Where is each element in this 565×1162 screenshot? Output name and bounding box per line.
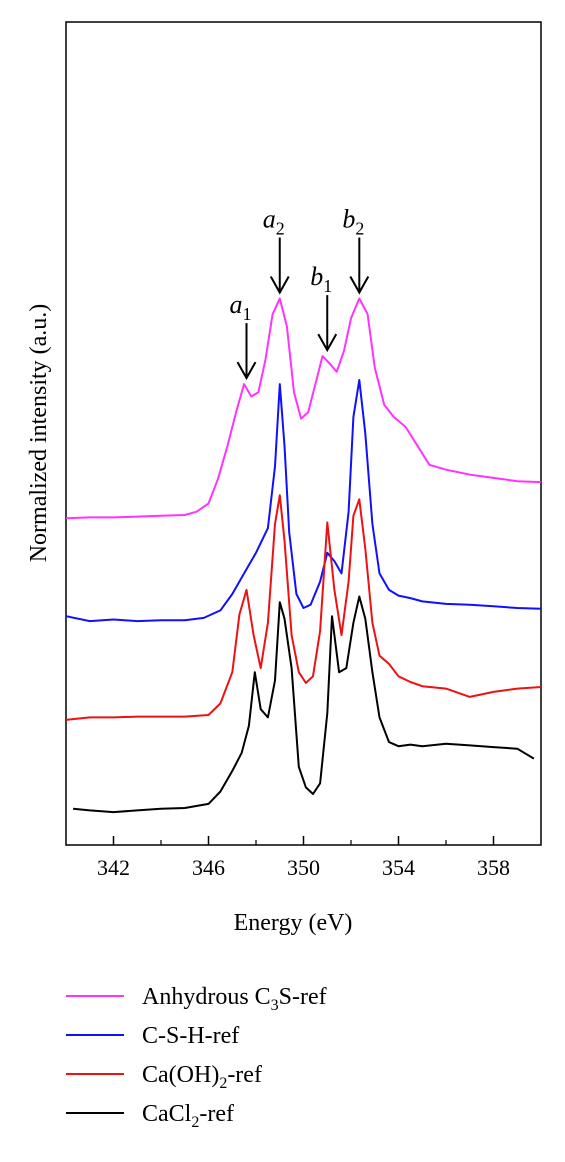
x-tick-label: 358 <box>477 855 510 880</box>
legend-label-2: Ca(OH)2-ref <box>142 1062 262 1092</box>
annotation-arrow-head <box>269 276 290 295</box>
legend-label-1: C-S-H-ref <box>142 1023 239 1049</box>
legend-label-3: CaCl2-ref <box>142 1101 234 1131</box>
x-tick-label: 346 <box>192 855 225 880</box>
legend-label-0: Anhydrous C3S-ref <box>142 984 327 1014</box>
annotation-arrow-head <box>349 276 370 295</box>
peak-annotations: a1 a2 b1 b2 <box>230 205 370 381</box>
annotation-label-a2: a2 <box>263 205 285 239</box>
series-line-3 <box>73 595 535 814</box>
annotation-arrow-head <box>236 361 257 381</box>
annotation-label-a1: a1 <box>230 290 252 324</box>
x-axis-ticks: 342 346 350 354 358 <box>97 836 510 880</box>
series-line-1 <box>65 379 542 623</box>
x-tick-label: 350 <box>287 855 320 880</box>
series-line-0 <box>65 297 542 520</box>
annotation-label-b2: b2 <box>342 205 364 239</box>
annotation-arrow-head <box>317 333 338 353</box>
y-axis-title: Normalized intensity (a.u.) <box>26 304 52 563</box>
x-axis-title: Energy (eV) <box>234 910 353 936</box>
x-tick-label: 354 <box>382 855 415 880</box>
series-layer <box>65 297 542 814</box>
annotation-label-b1: b1 <box>310 262 332 296</box>
legend: Anhydrous C3S-ref C-S-H-ref Ca(OH)2-ref CaC… <box>66 984 327 1131</box>
plot-frame <box>65 21 542 846</box>
x-tick-label: 342 <box>97 855 130 880</box>
series-line-2 <box>65 494 542 721</box>
